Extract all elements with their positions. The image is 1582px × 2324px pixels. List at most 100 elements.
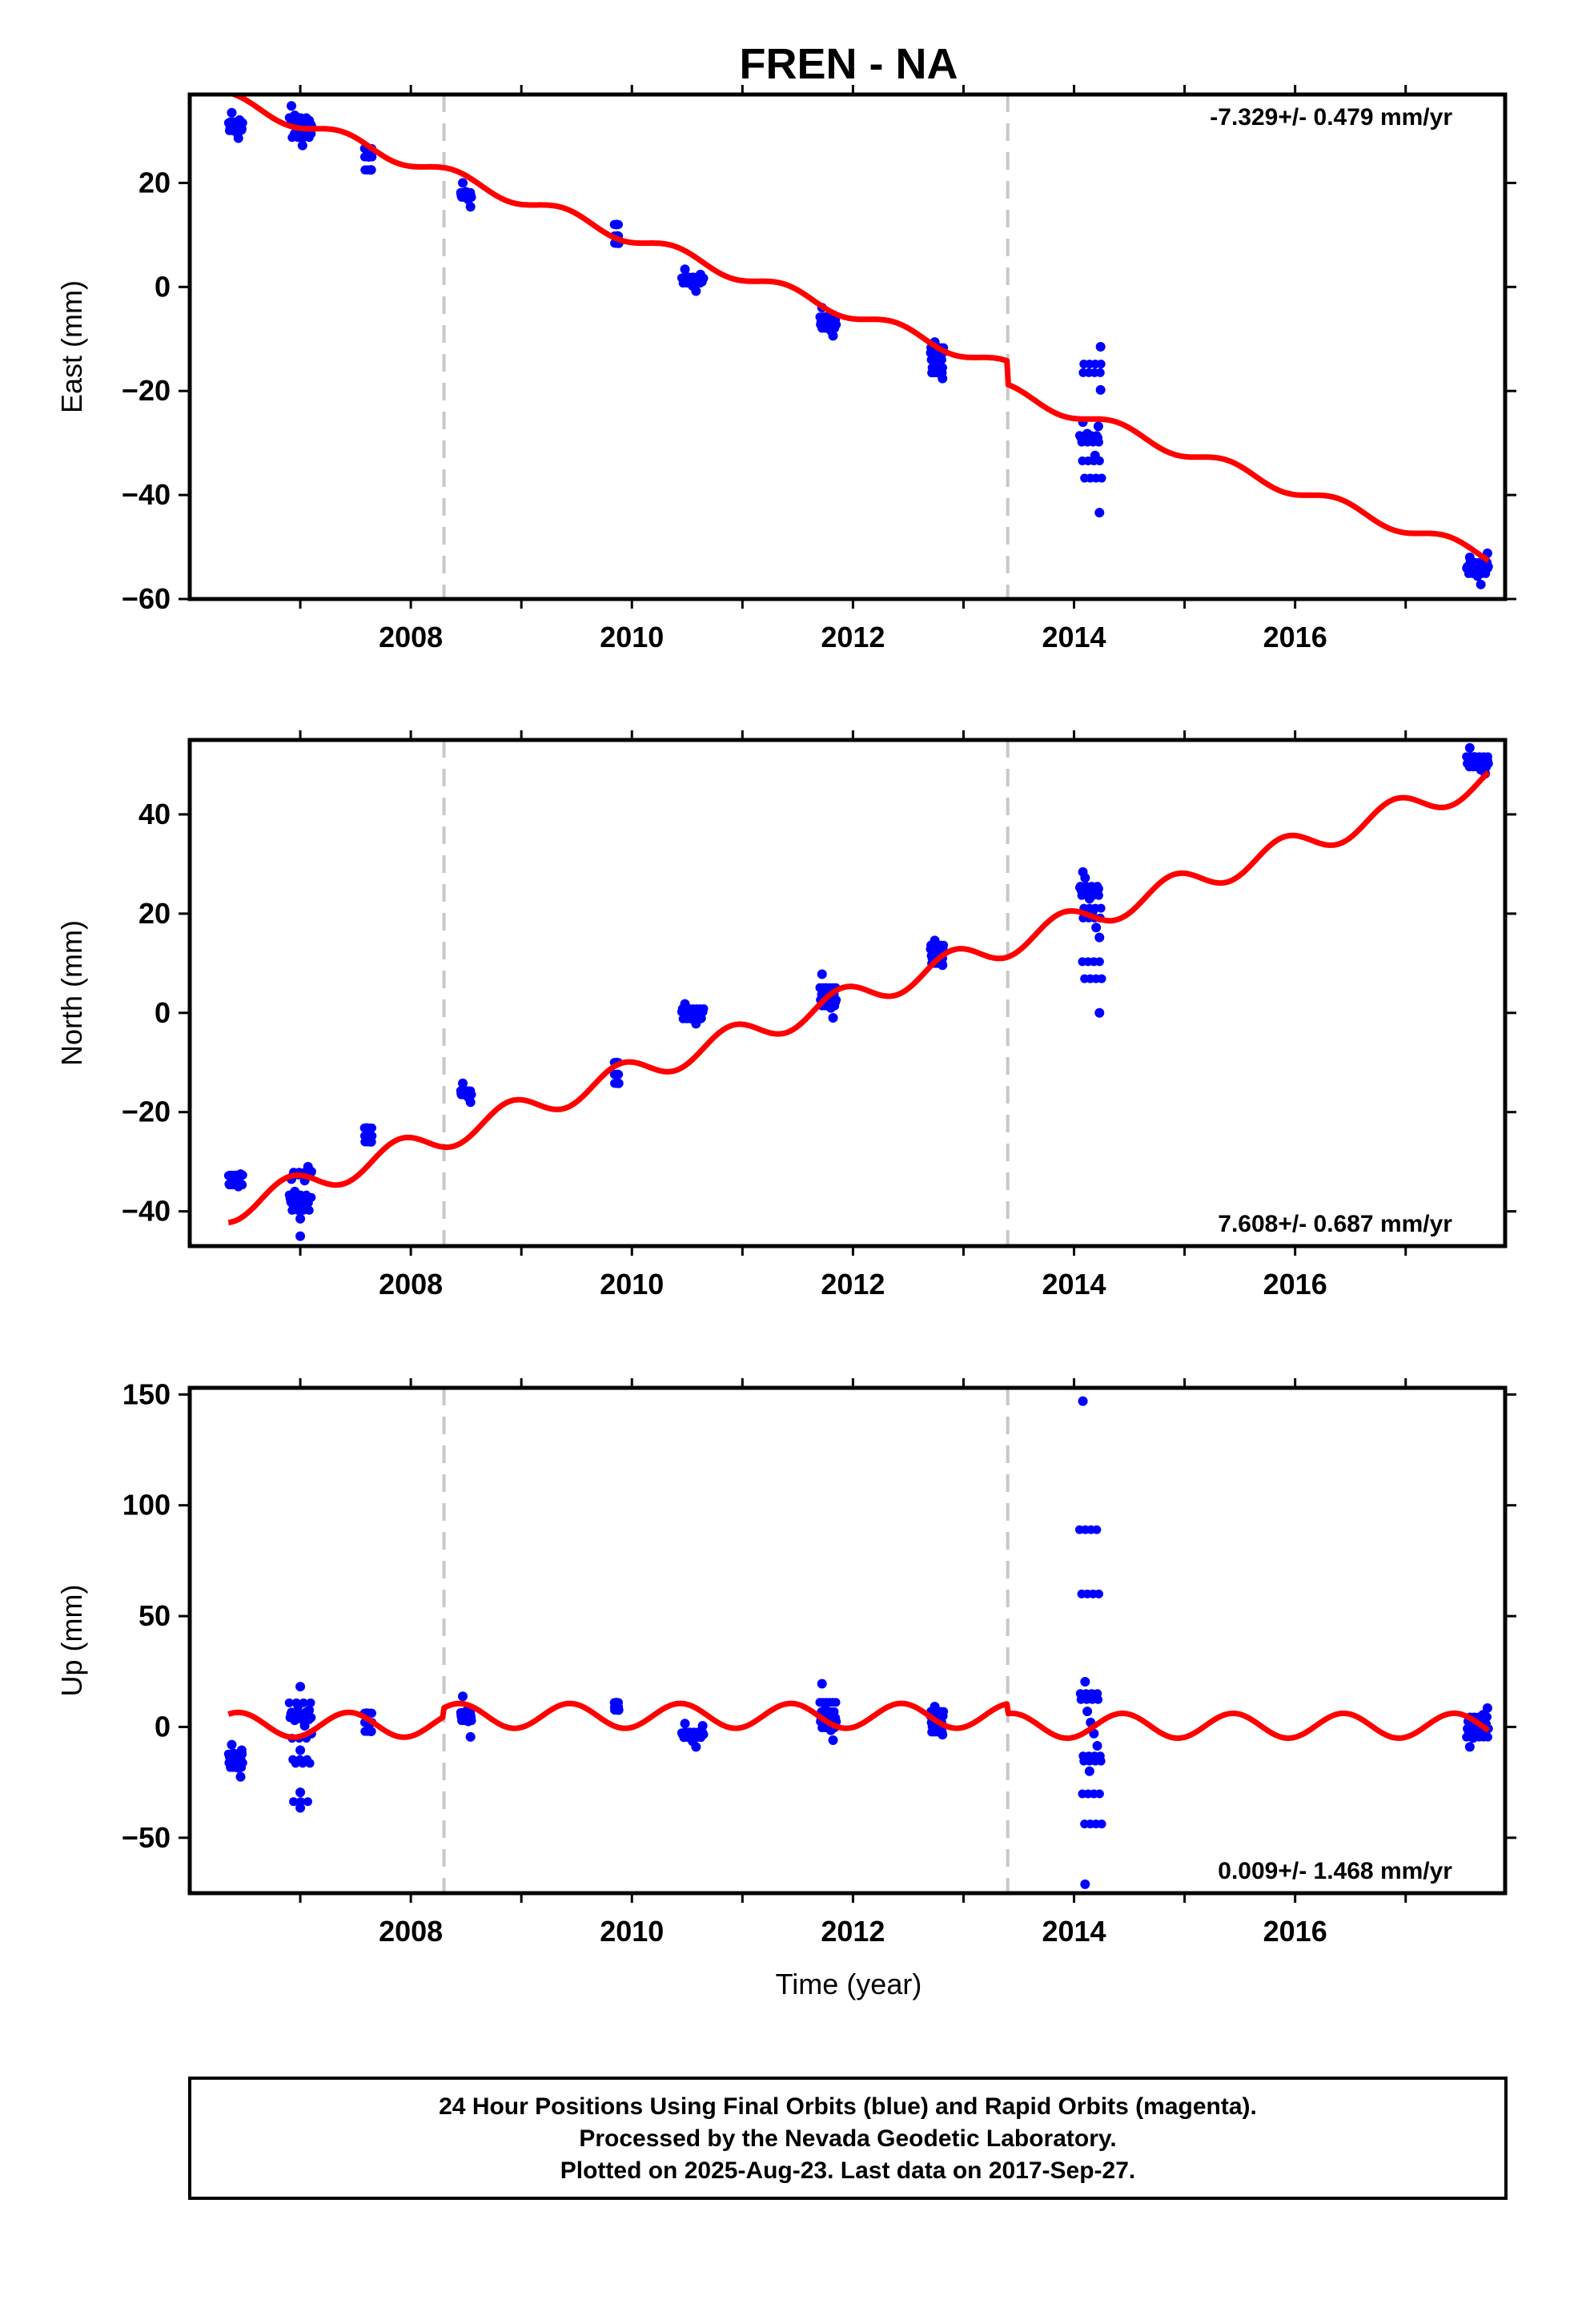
up-point — [458, 1691, 468, 1702]
east-point — [461, 187, 472, 197]
up-point — [295, 1787, 306, 1798]
north-point — [612, 1069, 623, 1080]
up-point — [697, 1721, 708, 1731]
north-point — [1464, 742, 1475, 753]
east-y-axis-label: East (mm) — [55, 280, 88, 413]
up-xtick-label: 2016 — [1263, 1915, 1327, 1948]
east-ytick-label: −20 — [122, 374, 171, 407]
north-point — [290, 1186, 300, 1196]
up-point — [817, 1679, 827, 1689]
north-ytick-label: −20 — [122, 1096, 171, 1128]
north-xtick-label: 2014 — [1042, 1268, 1106, 1301]
east-point — [938, 373, 948, 384]
footer-line-2: Processed by the Nevada Geodetic Laborat… — [579, 2125, 1116, 2152]
east-point — [290, 110, 300, 120]
chart-title: FREN - NA — [740, 40, 958, 88]
north-point — [366, 1136, 376, 1147]
up-xtick-label: 2008 — [379, 1915, 443, 1948]
up-point — [930, 1701, 940, 1711]
north-point — [691, 1019, 701, 1029]
north-ytick-label: 20 — [139, 897, 171, 930]
north-point — [830, 997, 841, 1007]
up-ytick-label: 150 — [122, 1377, 171, 1410]
up-point — [295, 1803, 306, 1813]
north-point — [1093, 883, 1103, 894]
north-plot-frame — [187, 738, 1508, 1248]
up-point — [1097, 1819, 1106, 1829]
north-data-points — [223, 742, 1493, 1241]
north-xtick-label: 2012 — [821, 1268, 885, 1301]
north-point — [1080, 873, 1090, 883]
east-point — [1095, 342, 1106, 352]
up-y-axis-label: Up (mm) — [55, 1585, 88, 1697]
up-model-line — [227, 1700, 1491, 1741]
east-ytick-label: −60 — [122, 582, 171, 615]
up-point — [1078, 1396, 1088, 1406]
north-point — [1094, 932, 1105, 943]
footer-line-3: Plotted on 2025-Aug-23. Last data on 201… — [560, 2157, 1136, 2184]
north-point — [680, 999, 690, 1009]
up-point — [295, 1682, 306, 1692]
east-point — [1093, 421, 1103, 432]
up-rate-label: 0.009+/- 1.468 mm/yr — [1218, 1858, 1452, 1884]
east-point — [366, 165, 376, 175]
north-point — [1084, 894, 1094, 904]
east-point — [297, 140, 307, 151]
east-ytick-label: 20 — [139, 166, 171, 199]
east-point — [458, 178, 468, 188]
east-xtick-label: 2008 — [379, 621, 443, 653]
up-point — [1472, 1725, 1482, 1735]
north-point — [291, 1204, 302, 1214]
up-plot-frame — [187, 1385, 1508, 1896]
east-point — [1469, 563, 1480, 573]
north-ytick-label: −40 — [122, 1195, 171, 1228]
up-point — [235, 1771, 246, 1782]
east-point — [691, 286, 701, 296]
up-xtick-label: 2014 — [1042, 1915, 1106, 1948]
north-point — [233, 1181, 243, 1192]
up-ytick-label: 0 — [155, 1710, 171, 1743]
up-point — [304, 1705, 315, 1715]
up-ytick-label: 50 — [139, 1599, 171, 1632]
east-point — [236, 123, 247, 134]
up-point — [1080, 1879, 1090, 1889]
east-point — [1082, 428, 1093, 439]
north-point — [930, 935, 940, 946]
east-point — [1095, 368, 1105, 377]
north-point — [613, 1078, 624, 1088]
east-xtick-label: 2012 — [821, 621, 885, 653]
east-point — [934, 355, 945, 365]
up-point — [938, 1730, 948, 1740]
north-point — [361, 1123, 371, 1133]
north-point — [1094, 1007, 1105, 1018]
east-plot-frame — [187, 92, 1508, 601]
north-rate-label: 7.608+/- 0.687 mm/yr — [1218, 1211, 1452, 1237]
up-point — [233, 1763, 243, 1773]
up-point — [1094, 1695, 1103, 1704]
up-point — [306, 1698, 315, 1707]
up-point — [1092, 1740, 1102, 1751]
east-point — [1464, 553, 1475, 563]
up-point — [691, 1742, 701, 1752]
up-point — [461, 1707, 472, 1717]
up-ytick-label: 100 — [122, 1489, 171, 1522]
up-point — [1084, 1766, 1094, 1776]
east-point — [697, 274, 708, 284]
footer-line-1: 24 Hour Positions Using Final Orbits (bl… — [439, 2093, 1257, 2120]
north-point — [306, 1167, 316, 1177]
north-point — [304, 1205, 314, 1215]
footer-box — [188, 2077, 1508, 2200]
x-axis-label: Time (year) — [776, 1968, 922, 2000]
north-point — [1096, 903, 1106, 913]
north-xtick-label: 2008 — [379, 1268, 443, 1301]
up-point — [465, 1731, 476, 1742]
up-panel: 150 100 50 0 −50 2008 2010 2012 2014 2016 Up (mm) 0… — [55, 1377, 1516, 1948]
up-point — [1096, 1756, 1106, 1766]
east-point — [828, 331, 838, 341]
up-point — [680, 1719, 690, 1729]
east-point — [1096, 360, 1106, 369]
north-point — [695, 1005, 705, 1015]
up-point — [1464, 1742, 1475, 1752]
up-point — [828, 1735, 838, 1746]
